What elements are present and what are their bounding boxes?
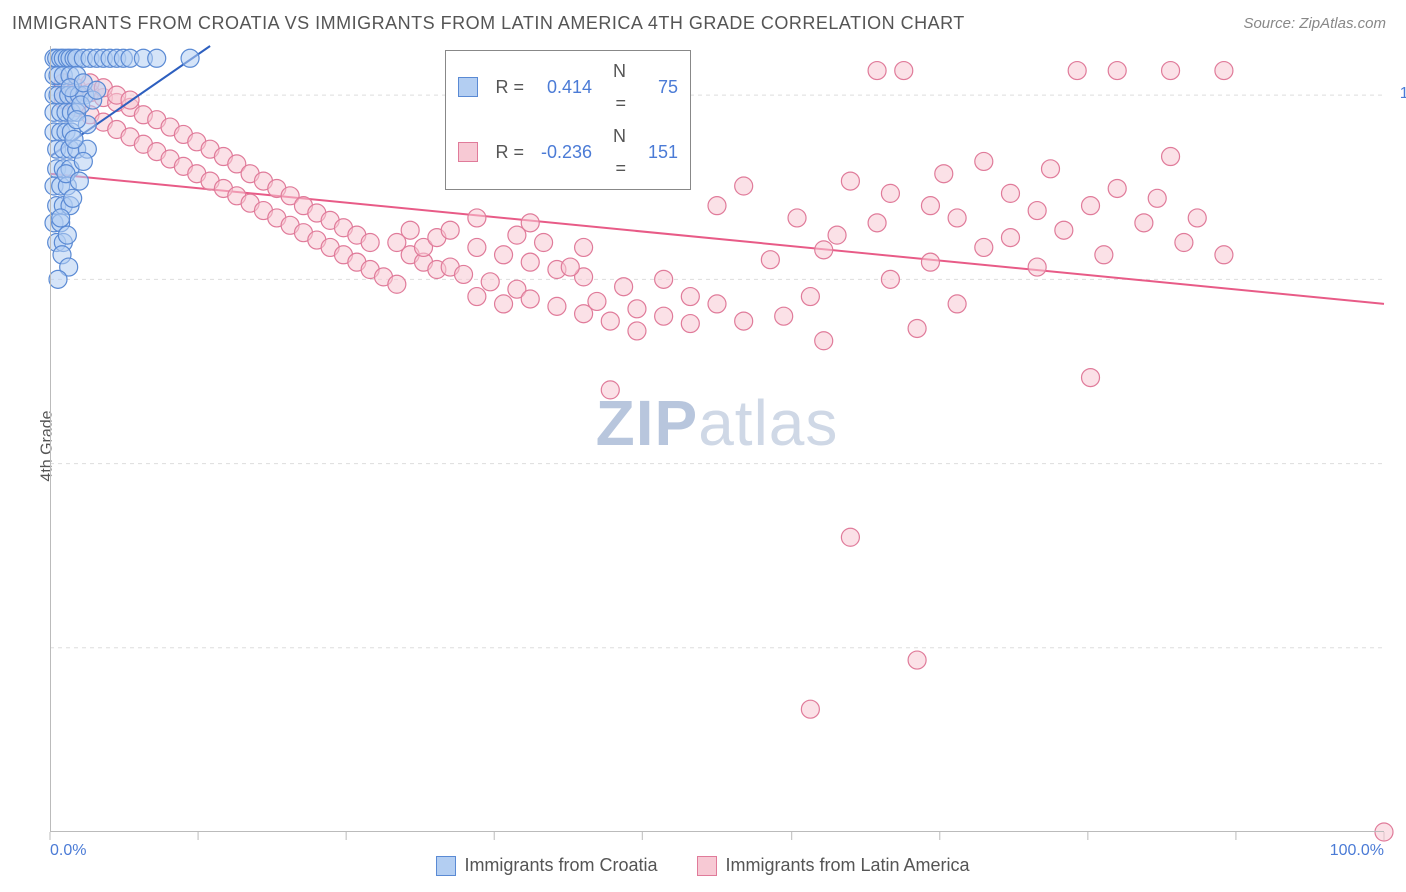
swatch-latin-america — [697, 856, 717, 876]
stats-n-value: 75 — [632, 71, 678, 103]
x-axis-min-label: 0.0% — [50, 842, 86, 860]
y-tick-label: 85.0% — [1392, 454, 1406, 472]
legend-item-latin-america: Immigrants from Latin America — [697, 855, 969, 876]
chart-source: Source: ZipAtlas.com — [1243, 15, 1386, 32]
stats-r-value: -0.236 — [530, 136, 592, 168]
legend-label-croatia: Immigrants from Croatia — [464, 855, 657, 876]
stats-n-value: 151 — [632, 136, 678, 168]
legend-bottom: Immigrants from Croatia Immigrants from … — [0, 855, 1406, 876]
legend-item-croatia: Immigrants from Croatia — [436, 855, 657, 876]
stats-swatch — [458, 77, 478, 97]
y-tick-label: 77.5% — [1392, 638, 1406, 656]
stats-r-label: R = — [490, 71, 524, 103]
legend-label-latin-america: Immigrants from Latin America — [725, 855, 969, 876]
stats-r-value: 0.414 — [530, 71, 592, 103]
stats-n-label: N = — [598, 55, 626, 120]
swatch-croatia — [436, 856, 456, 876]
stats-legend: R =0.414N =75R =-0.236N =151 — [445, 50, 691, 190]
chart-title: IMMIGRANTS FROM CROATIA VS IMMIGRANTS FR… — [12, 13, 965, 34]
stats-n-label: N = — [598, 120, 626, 185]
plot-border — [50, 46, 1384, 832]
stats-swatch — [458, 142, 478, 162]
y-tick-label: 100.0% — [1392, 85, 1406, 103]
x-axis-max-label: 100.0% — [1330, 842, 1384, 860]
plot-area: 77.5%85.0%92.5%100.0% R =0.414N =75R =-0… — [50, 46, 1384, 832]
y-tick-label: 92.5% — [1392, 269, 1406, 287]
stats-r-label: R = — [490, 136, 524, 168]
